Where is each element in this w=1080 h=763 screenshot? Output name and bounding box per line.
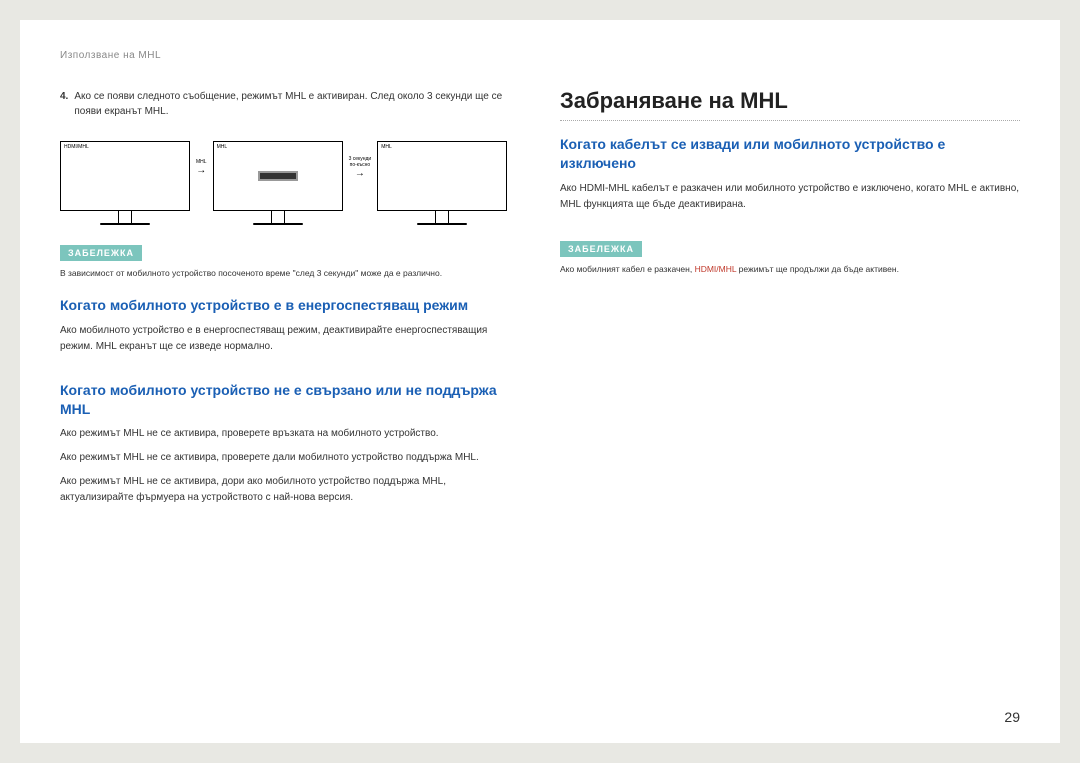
- note-badge: ЗАБЕЛЕЖКА: [560, 241, 642, 257]
- body-text: Ако мобилното устройство е в енергоспест…: [60, 323, 520, 355]
- step-text: Ако се появи следното съобщение, режимът…: [74, 89, 520, 119]
- monitor-2-label: MHL: [217, 144, 228, 150]
- left-column: Използване на MHL 4. Ако се появи следно…: [60, 50, 520, 723]
- breadcrumb: Използване на MHL: [60, 50, 520, 61]
- step-number: 4.: [60, 89, 68, 119]
- monitor-1-label: HDMI/MHL: [64, 144, 89, 150]
- monitor-2: MHL: [213, 141, 343, 225]
- section-not-connected: Когато мобилното устройство не е свързан…: [60, 381, 520, 515]
- body-text: Ако режимът MHL не се активира, проверет…: [60, 426, 520, 442]
- monitor-3-label: MHL: [381, 144, 392, 150]
- popup-icon: [258, 171, 298, 181]
- subheading: Когато мобилното устройство не е свързан…: [60, 381, 520, 419]
- subheading: Когато кабелът се извади или мобилното у…: [560, 135, 1020, 173]
- monitor-3: MHL: [377, 141, 507, 225]
- document-page: Използване на MHL 4. Ако се появи следно…: [20, 20, 1060, 743]
- monitor-diagram: HDMI/MHL MHL → MHL 3 секунди по-късно →: [60, 141, 520, 225]
- step-4: 4. Ако се появи следното съобщение, режи…: [60, 89, 520, 119]
- body-text: Ако режимът MHL не се активира, проверет…: [60, 450, 520, 466]
- note-text: В зависимост от мобилното устройство пос…: [60, 267, 520, 280]
- arrow-1: MHL →: [196, 159, 207, 207]
- body-text: Ако режимът MHL не се активира, дори ако…: [60, 474, 520, 506]
- page-title: Забраняване на MHL: [560, 88, 1020, 121]
- note-block-left: ЗАБЕЛЕЖКА В зависимост от мобилното устр…: [60, 243, 520, 296]
- page-number: 29: [1004, 709, 1020, 725]
- section-cable-removed: Когато кабелът се извади или мобилното у…: [560, 135, 1020, 221]
- body-text: Ако HDMI-MHL кабелът е разкачен или моби…: [560, 181, 1020, 213]
- arrow-2: 3 секунди по-късно →: [349, 156, 372, 210]
- note-block-right: ЗАБЕЛЕЖКА Ако мобилният кабел е разкачен…: [560, 239, 1020, 292]
- section-energy-saving: Когато мобилното устройство е в енергосп…: [60, 296, 520, 363]
- monitor-1: HDMI/MHL: [60, 141, 190, 225]
- note-badge: ЗАБЕЛЕЖКА: [60, 245, 142, 261]
- highlight-text: HDMI/MHL: [695, 264, 737, 274]
- right-column: Забраняване на MHL Когато кабелът се изв…: [560, 50, 1020, 723]
- subheading: Когато мобилното устройство е в енергосп…: [60, 296, 520, 315]
- note-text: Ако мобилният кабел е разкачен, HDMI/MHL…: [560, 263, 1020, 276]
